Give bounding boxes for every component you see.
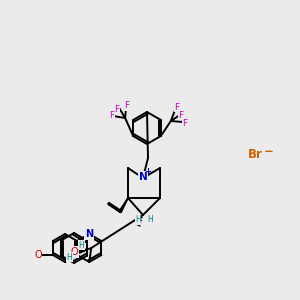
Text: O: O [70, 247, 78, 257]
Text: H: H [135, 215, 141, 224]
Text: +: + [145, 167, 152, 176]
Text: H: H [78, 241, 84, 250]
Text: H: H [66, 253, 72, 262]
Text: O: O [34, 250, 42, 260]
Text: F: F [110, 112, 115, 121]
Text: F: F [115, 106, 120, 115]
Text: H: H [147, 215, 153, 224]
Text: F: F [174, 103, 179, 112]
Text: N: N [139, 172, 147, 182]
Text: Br: Br [248, 148, 263, 161]
Polygon shape [119, 198, 128, 213]
Polygon shape [79, 248, 91, 253]
Text: F: F [124, 101, 130, 110]
Text: F: F [182, 118, 188, 127]
Text: F: F [178, 110, 183, 119]
Text: N: N [85, 229, 93, 239]
Text: −: − [264, 145, 274, 158]
